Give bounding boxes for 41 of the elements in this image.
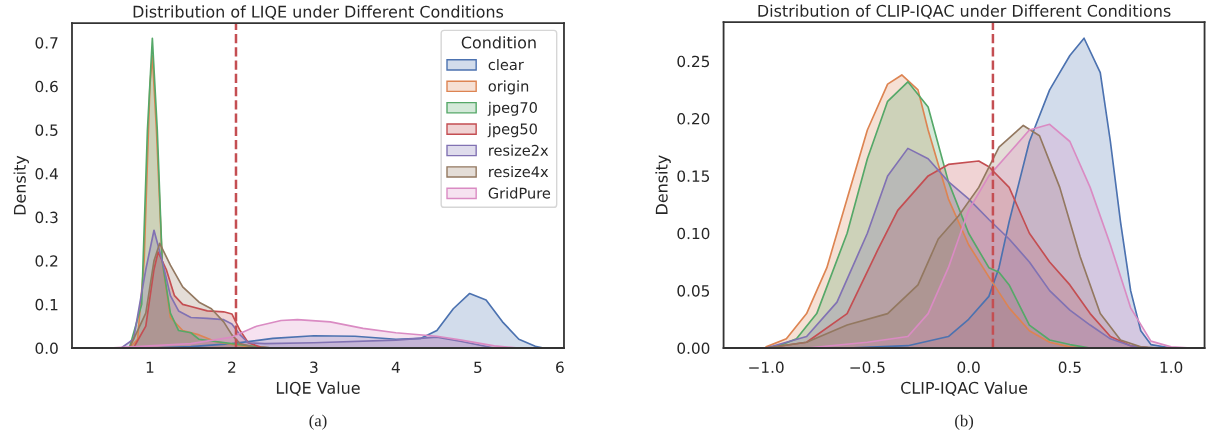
y-tick-label: 0.25 xyxy=(677,55,710,68)
y-tick-label: 0.05 xyxy=(677,285,710,297)
legend-label: clear xyxy=(488,58,524,71)
legend-label: GridPure xyxy=(488,187,551,199)
x-tick-label: 4 xyxy=(391,361,400,373)
legend-label: jpeg50 xyxy=(487,123,537,138)
y-tick-label: 0.7 xyxy=(35,37,58,49)
y-tick-label: 0.15 xyxy=(677,170,710,182)
legend-label: resize4x xyxy=(489,165,549,178)
y-tick-label: 0.6 xyxy=(35,80,58,93)
y-tick-label: 0.1 xyxy=(35,298,58,311)
y-tick-label: 0.20 xyxy=(677,113,710,125)
x-tick-label: 6 xyxy=(556,361,564,374)
x-tick-label: −1.0 xyxy=(749,361,784,374)
y-tick-label: 0.2 xyxy=(35,255,58,267)
x-axis-title: CLIP-IQAC Value xyxy=(901,381,1028,396)
y-tick-label: 0.5 xyxy=(35,124,58,136)
x-tick-label: −0.5 xyxy=(850,361,885,374)
y-tick-label: 0.10 xyxy=(677,227,710,240)
y-tick-label: 0.3 xyxy=(35,211,58,224)
y-tick-label: 0.0 xyxy=(35,342,58,355)
text: (b) xyxy=(955,414,974,430)
x-tick-label: 0.0 xyxy=(957,361,980,374)
x-axis-title: LIQE Value xyxy=(276,381,360,396)
legend-label: jpeg70 xyxy=(487,101,537,116)
y-axis-title: Density xyxy=(13,155,29,215)
legend-label: origin xyxy=(488,80,529,95)
x-tick-label: 1.0 xyxy=(1160,361,1183,374)
x-tick-label: 3 xyxy=(310,361,318,374)
x-tick-label: 2 xyxy=(228,361,236,373)
y-tick-label: 0.4 xyxy=(35,168,58,180)
chart-title: Distribution of CLIP-IQAC under Different Conditions xyxy=(758,4,1171,19)
x-tick-label: 0.5 xyxy=(1058,361,1081,374)
y-axis-title: Density xyxy=(655,155,671,214)
chart-title: Distribution of LIQE under Different Conditions xyxy=(133,5,504,20)
x-tick-label: 5 xyxy=(474,361,482,374)
legend-title: Condition xyxy=(461,36,536,49)
y-tick-label: 0.00 xyxy=(677,342,710,355)
text: (a) xyxy=(309,414,327,430)
legend-label: resize2x xyxy=(489,144,549,156)
x-tick-label: 1 xyxy=(146,361,154,373)
